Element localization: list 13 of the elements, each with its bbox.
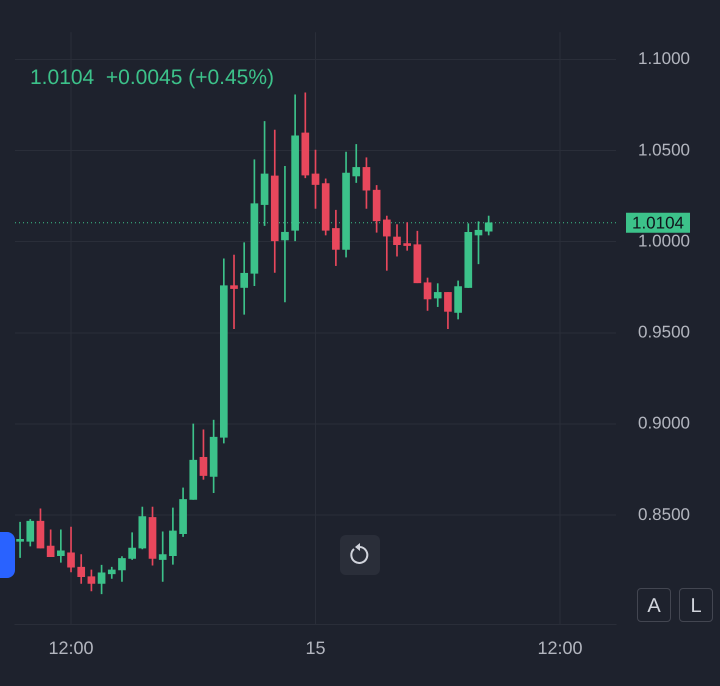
text: A (637, 588, 671, 622)
y-tick-label: 0.9500 (638, 322, 690, 342)
y-tick-label: 1.1000 (638, 49, 690, 68)
y-tick-label: 0.8500 (638, 504, 690, 524)
x-tick-label: 15 (305, 638, 326, 658)
x-tick-label: 12:00 (537, 638, 582, 658)
text: L (679, 588, 713, 622)
ref-line-label: 1.0104 (632, 213, 684, 232)
y-tick-label: 1.0000 (638, 231, 690, 250)
x-tick-label: 12:00 (48, 638, 94, 658)
y-tick-label: 1.0500 (638, 140, 690, 160)
text: 1.0104 +0.0045 (+0.45%) (30, 66, 274, 90)
y-tick-label: 0.9000 (638, 414, 690, 433)
